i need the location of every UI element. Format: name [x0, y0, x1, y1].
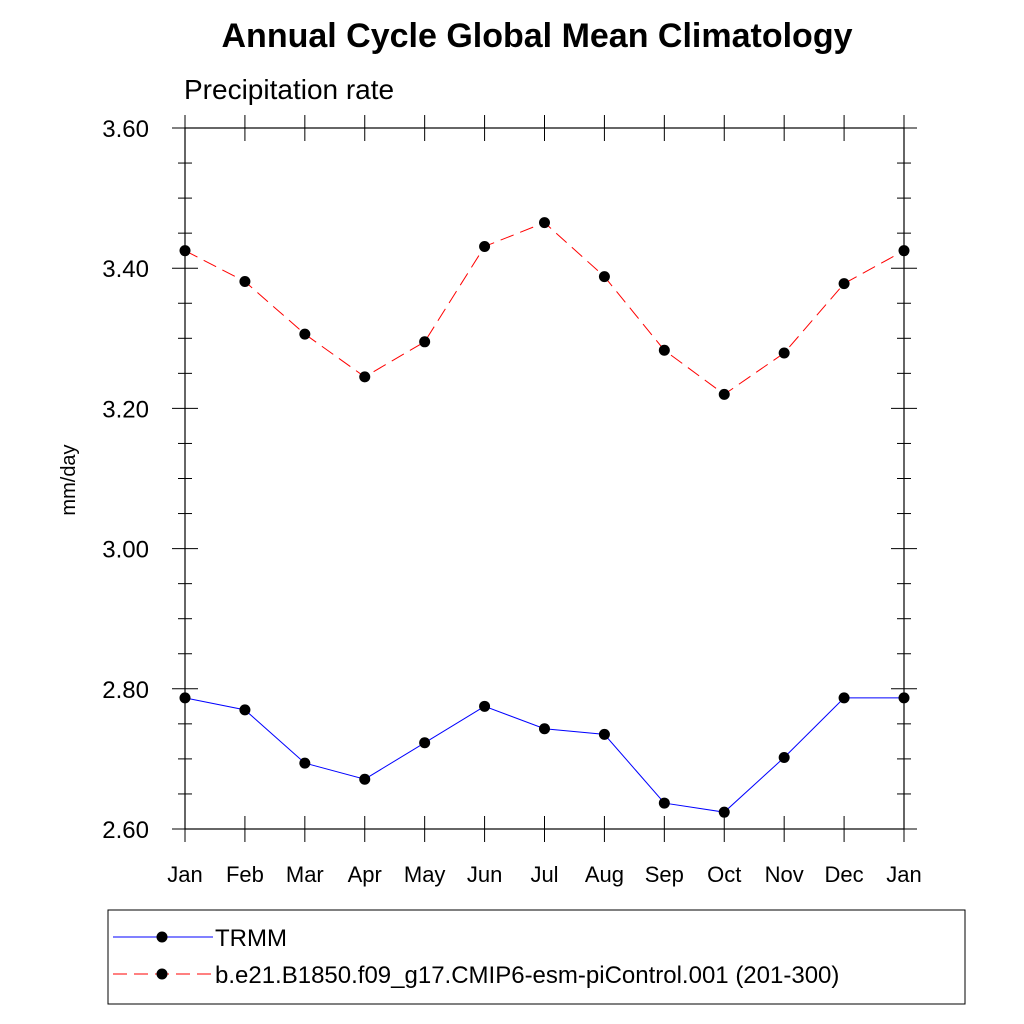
data-point: [419, 336, 431, 348]
data-point: [359, 371, 371, 383]
y-tick-label: 3.20: [102, 396, 149, 423]
data-point: [179, 245, 191, 257]
data-point: [898, 245, 910, 257]
x-tick-label: Nov: [765, 862, 804, 887]
data-point: [479, 700, 491, 712]
x-tick-label: Jan: [167, 862, 202, 887]
data-point: [838, 692, 850, 704]
x-tick-label: Mar: [286, 862, 324, 887]
legend-box: [107, 909, 966, 1005]
data-point: [179, 692, 191, 704]
series-line: [184, 697, 904, 813]
series-layer: [179, 217, 910, 818]
x-tick-label: Jan: [886, 862, 921, 887]
x-tick-label: Dec: [825, 862, 864, 887]
x-tick-label: Apr: [348, 862, 382, 887]
data-point: [838, 278, 850, 290]
x-tick-label: May: [404, 862, 446, 887]
x-tick-label: Oct: [707, 862, 741, 887]
data-point: [539, 723, 550, 735]
data-point: [539, 217, 550, 229]
chart-title: Annual Cycle Global Mean Climatology: [222, 17, 853, 55]
series-model: [179, 217, 910, 400]
data-point: [359, 773, 371, 785]
legend-marker: [156, 931, 168, 943]
data-point: [479, 240, 491, 252]
data-point: [598, 728, 610, 740]
data-point: [239, 704, 251, 716]
data-point: [299, 757, 311, 769]
x-tick-label: Sep: [645, 862, 684, 887]
y-axis-label: mm/day: [58, 444, 80, 515]
data-point: [898, 692, 910, 704]
legend-marker: [156, 968, 168, 980]
x-tick-label: Feb: [226, 862, 264, 887]
data-point: [419, 737, 431, 749]
series-line: [184, 222, 905, 395]
data-point: [778, 751, 790, 763]
y-tick-label: 2.80: [102, 677, 149, 704]
x-tick-label: Jun: [467, 862, 502, 887]
x-tick-label: Aug: [585, 862, 624, 887]
data-point: [718, 388, 730, 400]
series-trmm: [179, 692, 910, 818]
legend-label: b.e21.B1850.f09_g17.CMIP6-esm-piControl.…: [215, 962, 839, 989]
y-tick-label: 3.00: [102, 537, 149, 564]
x-tick-label: Jul: [530, 862, 558, 887]
plot-axes: 2.60 2.80 3.00 3.20 3.40 3.60 Jan Feb Mar Apr May J…: [102, 115, 922, 887]
legend: TRMM b.e21.B1850.f09_g17.CMIP6-esm-piCont…: [107, 909, 966, 1005]
y-tick-label: 3.60: [102, 116, 149, 143]
data-point: [598, 271, 610, 283]
data-point: [658, 797, 670, 809]
data-point: [299, 328, 311, 340]
data-point: [778, 347, 790, 359]
legend-label: TRMM: [215, 925, 287, 952]
y-tick-label: 3.40: [102, 256, 149, 283]
chart-subtitle: Precipitation rate: [184, 74, 394, 105]
data-point: [239, 276, 251, 288]
y-tick-label: 2.60: [102, 817, 149, 844]
data-point: [718, 806, 730, 818]
data-point: [658, 344, 670, 356]
